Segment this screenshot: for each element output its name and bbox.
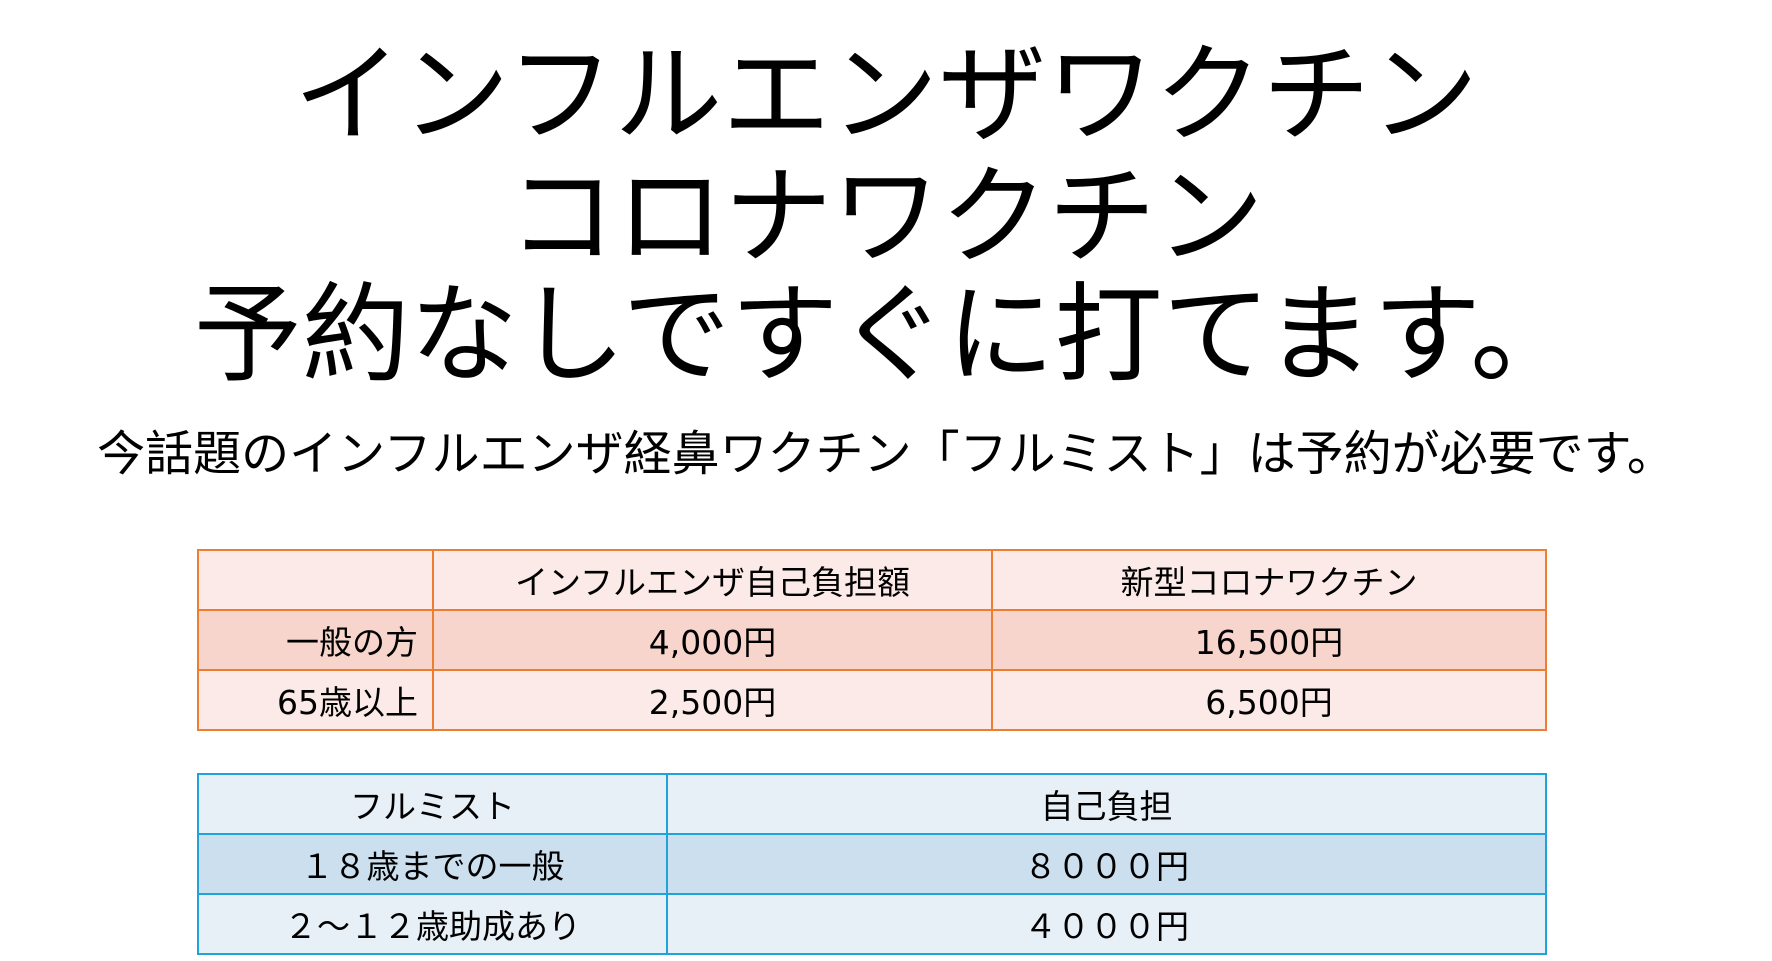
header-cell: 自己負担: [666, 773, 1547, 835]
table-header-row: フルミスト 自己負担: [197, 773, 1547, 835]
table-cell: 16,500円: [991, 609, 1547, 671]
header-cell: [197, 549, 434, 611]
row-label: 65歳以上: [197, 669, 434, 731]
table-cell: 6,500円: [991, 669, 1547, 731]
table-row: ２～１２歳助成あり ４０００円: [197, 893, 1547, 955]
table-row: １８歳までの一般 ８０００円: [197, 833, 1547, 895]
title-line-2: コロナワクチン: [507, 155, 1264, 280]
row-label: ２～１２歳助成あり: [197, 893, 668, 955]
table-cell: 4,000円: [432, 609, 993, 671]
title-line-3: 予約なしですぐに打てます。: [193, 273, 1579, 398]
price-table: インフルエンザ自己負担額 新型コロナワクチン 一般の方 4,000円 16,50…: [197, 549, 1547, 731]
table-cell: 2,500円: [432, 669, 993, 731]
table-cell: ４０００円: [666, 893, 1547, 955]
title-line-1: インフルエンザワクチン: [293, 33, 1479, 158]
header-cell: 新型コロナワクチン: [991, 549, 1547, 611]
header-cell: フルミスト: [197, 773, 668, 835]
table-header-row: インフルエンザ自己負担額 新型コロナワクチン: [197, 549, 1547, 611]
row-label: １８歳までの一般: [197, 833, 668, 895]
flumist-table: フルミスト 自己負担 １８歳までの一般 ８０００円 ２～１２歳助成あり ４０００…: [197, 773, 1547, 955]
table-row: 65歳以上 2,500円 6,500円: [197, 669, 1547, 731]
table-cell: ８０００円: [666, 833, 1547, 895]
header-cell: インフルエンザ自己負担額: [432, 549, 993, 611]
row-label: 一般の方: [197, 609, 434, 671]
table-row: 一般の方 4,000円 16,500円: [197, 609, 1547, 671]
subtitle: 今話題のインフルエンザ経鼻ワクチン「フルミスト」は予約が必要です。: [97, 426, 1675, 482]
